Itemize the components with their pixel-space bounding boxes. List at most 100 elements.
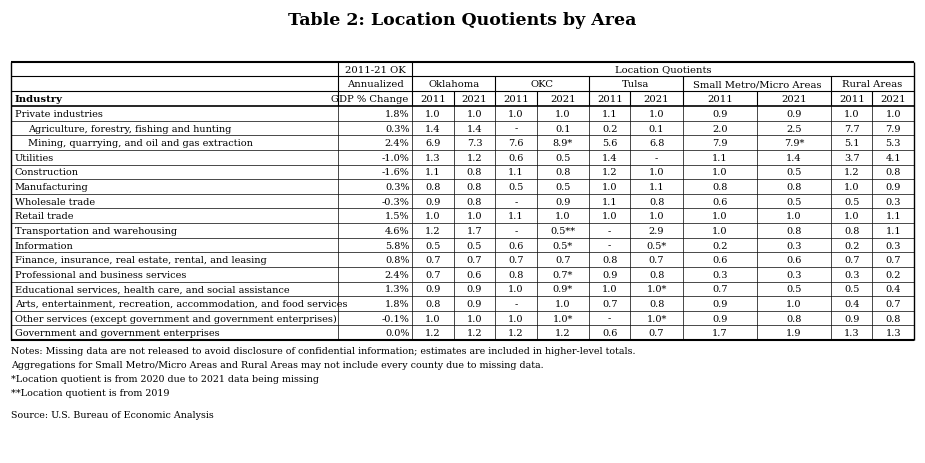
Text: 1.0: 1.0 bbox=[648, 168, 664, 177]
Text: 5.8%: 5.8% bbox=[385, 241, 410, 250]
Text: 1.1: 1.1 bbox=[885, 226, 901, 235]
Text: 0.5: 0.5 bbox=[426, 241, 440, 250]
Text: 0.8: 0.8 bbox=[885, 314, 901, 323]
Text: 0.9: 0.9 bbox=[467, 300, 482, 308]
Text: 1.0: 1.0 bbox=[508, 110, 524, 119]
Text: 2011: 2011 bbox=[707, 95, 733, 104]
Text: 1.1: 1.1 bbox=[885, 212, 901, 221]
Text: 1.0: 1.0 bbox=[426, 110, 441, 119]
Text: 1.2: 1.2 bbox=[555, 329, 571, 338]
Text: 1.0: 1.0 bbox=[844, 212, 859, 221]
Text: 0.8%: 0.8% bbox=[385, 256, 410, 264]
Text: 0.8: 0.8 bbox=[467, 197, 482, 206]
Text: 0.7: 0.7 bbox=[712, 285, 728, 294]
Text: Industry: Industry bbox=[15, 95, 63, 104]
Text: *Location quotient is from 2020 due to 2021 data being missing: *Location quotient is from 2020 due to 2… bbox=[11, 374, 319, 383]
Text: Agriculture, forestry, fishing and hunting: Agriculture, forestry, fishing and hunti… bbox=[28, 125, 231, 133]
Text: 0.3: 0.3 bbox=[844, 270, 859, 279]
Text: Finance, insurance, real estate, rental, and leasing: Finance, insurance, real estate, rental,… bbox=[15, 256, 266, 264]
Text: 0.5: 0.5 bbox=[845, 285, 859, 294]
Text: 1.0: 1.0 bbox=[555, 212, 571, 221]
Text: 0.6: 0.6 bbox=[602, 329, 617, 338]
Text: 0.8: 0.8 bbox=[786, 226, 802, 235]
Text: 0.1: 0.1 bbox=[555, 125, 571, 133]
Text: 0.6: 0.6 bbox=[712, 197, 727, 206]
Text: 0.9: 0.9 bbox=[602, 270, 617, 279]
Text: Oklahoma: Oklahoma bbox=[428, 80, 479, 89]
Text: 1.2: 1.2 bbox=[426, 226, 441, 235]
Text: 0.7: 0.7 bbox=[602, 300, 618, 308]
Text: 0.2: 0.2 bbox=[602, 125, 618, 133]
Text: 0.9: 0.9 bbox=[845, 314, 859, 323]
Text: 0.6: 0.6 bbox=[467, 270, 482, 279]
Text: 0.5: 0.5 bbox=[467, 241, 482, 250]
Text: 0.8: 0.8 bbox=[508, 270, 524, 279]
Text: Small Metro/Micro Areas: Small Metro/Micro Areas bbox=[693, 80, 821, 89]
Text: 1.0: 1.0 bbox=[786, 212, 802, 221]
Text: 1.7: 1.7 bbox=[712, 329, 728, 338]
Text: 1.0: 1.0 bbox=[648, 212, 664, 221]
Text: 0.8: 0.8 bbox=[467, 183, 482, 192]
Text: 1.0: 1.0 bbox=[885, 110, 901, 119]
Text: 0.9: 0.9 bbox=[712, 110, 727, 119]
Text: 0.5: 0.5 bbox=[845, 197, 859, 206]
Text: 1.0*: 1.0* bbox=[552, 314, 573, 323]
Text: 2021: 2021 bbox=[462, 95, 487, 104]
Text: Transportation and warehousing: Transportation and warehousing bbox=[15, 226, 177, 235]
Text: Arts, entertainment, recreation, accommodation, and food services: Arts, entertainment, recreation, accommo… bbox=[15, 300, 347, 308]
Text: 2.9: 2.9 bbox=[648, 226, 664, 235]
Text: 0.8: 0.8 bbox=[845, 226, 859, 235]
Text: 1.0: 1.0 bbox=[602, 183, 618, 192]
Text: -: - bbox=[608, 314, 611, 323]
Text: 1.0: 1.0 bbox=[508, 285, 524, 294]
Text: 0.5: 0.5 bbox=[786, 168, 802, 177]
Text: 1.1: 1.1 bbox=[426, 168, 441, 177]
Text: 0.5**: 0.5** bbox=[550, 226, 575, 235]
Text: 0.7*: 0.7* bbox=[552, 270, 573, 279]
Text: 1.2: 1.2 bbox=[426, 329, 441, 338]
Text: 0.5*: 0.5* bbox=[552, 241, 573, 250]
Text: 0.5: 0.5 bbox=[786, 197, 802, 206]
Text: 0.3: 0.3 bbox=[885, 241, 901, 250]
Text: 5.1: 5.1 bbox=[844, 139, 859, 148]
Text: 0.5: 0.5 bbox=[786, 285, 802, 294]
Text: 0.3: 0.3 bbox=[786, 241, 802, 250]
Text: 0.9: 0.9 bbox=[885, 183, 901, 192]
Text: 2.4%: 2.4% bbox=[385, 139, 410, 148]
Text: 0.0%: 0.0% bbox=[385, 329, 410, 338]
Text: GDP % Change: GDP % Change bbox=[331, 95, 409, 104]
Text: Professional and business services: Professional and business services bbox=[15, 270, 186, 279]
Text: 1.2: 1.2 bbox=[844, 168, 859, 177]
Text: 0.7: 0.7 bbox=[467, 256, 482, 264]
Text: Table 2: Location Quotients by Area: Table 2: Location Quotients by Area bbox=[289, 12, 636, 29]
Text: -: - bbox=[514, 197, 518, 206]
Text: Private industries: Private industries bbox=[15, 110, 103, 119]
Text: 0.7: 0.7 bbox=[844, 256, 859, 264]
Text: 1.0: 1.0 bbox=[786, 300, 802, 308]
Text: 2021: 2021 bbox=[644, 95, 670, 104]
Text: 0.8: 0.8 bbox=[602, 256, 617, 264]
Text: 0.8: 0.8 bbox=[885, 168, 901, 177]
Text: 1.0: 1.0 bbox=[555, 300, 571, 308]
Text: 0.8: 0.8 bbox=[786, 183, 802, 192]
Text: 1.4: 1.4 bbox=[602, 154, 618, 163]
Text: Government and government enterprises: Government and government enterprises bbox=[15, 329, 219, 338]
Text: OKC: OKC bbox=[531, 80, 553, 89]
Text: 0.7: 0.7 bbox=[648, 329, 664, 338]
Text: 7.6: 7.6 bbox=[508, 139, 524, 148]
Text: 1.0: 1.0 bbox=[648, 110, 664, 119]
Text: 1.2: 1.2 bbox=[508, 329, 524, 338]
Text: -: - bbox=[608, 226, 611, 235]
Text: 0.1: 0.1 bbox=[648, 125, 664, 133]
Text: 1.3: 1.3 bbox=[844, 329, 859, 338]
Text: Construction: Construction bbox=[15, 168, 79, 177]
Text: 1.4: 1.4 bbox=[467, 125, 482, 133]
Text: 2.4%: 2.4% bbox=[385, 270, 410, 279]
Text: 0.7: 0.7 bbox=[508, 256, 524, 264]
Text: 0.9*: 0.9* bbox=[552, 285, 573, 294]
Text: 1.3: 1.3 bbox=[885, 329, 901, 338]
Text: Location Quotients: Location Quotients bbox=[615, 65, 711, 75]
Text: 7.7: 7.7 bbox=[844, 125, 859, 133]
Text: 0.6: 0.6 bbox=[508, 241, 524, 250]
Text: 0.9: 0.9 bbox=[555, 197, 571, 206]
